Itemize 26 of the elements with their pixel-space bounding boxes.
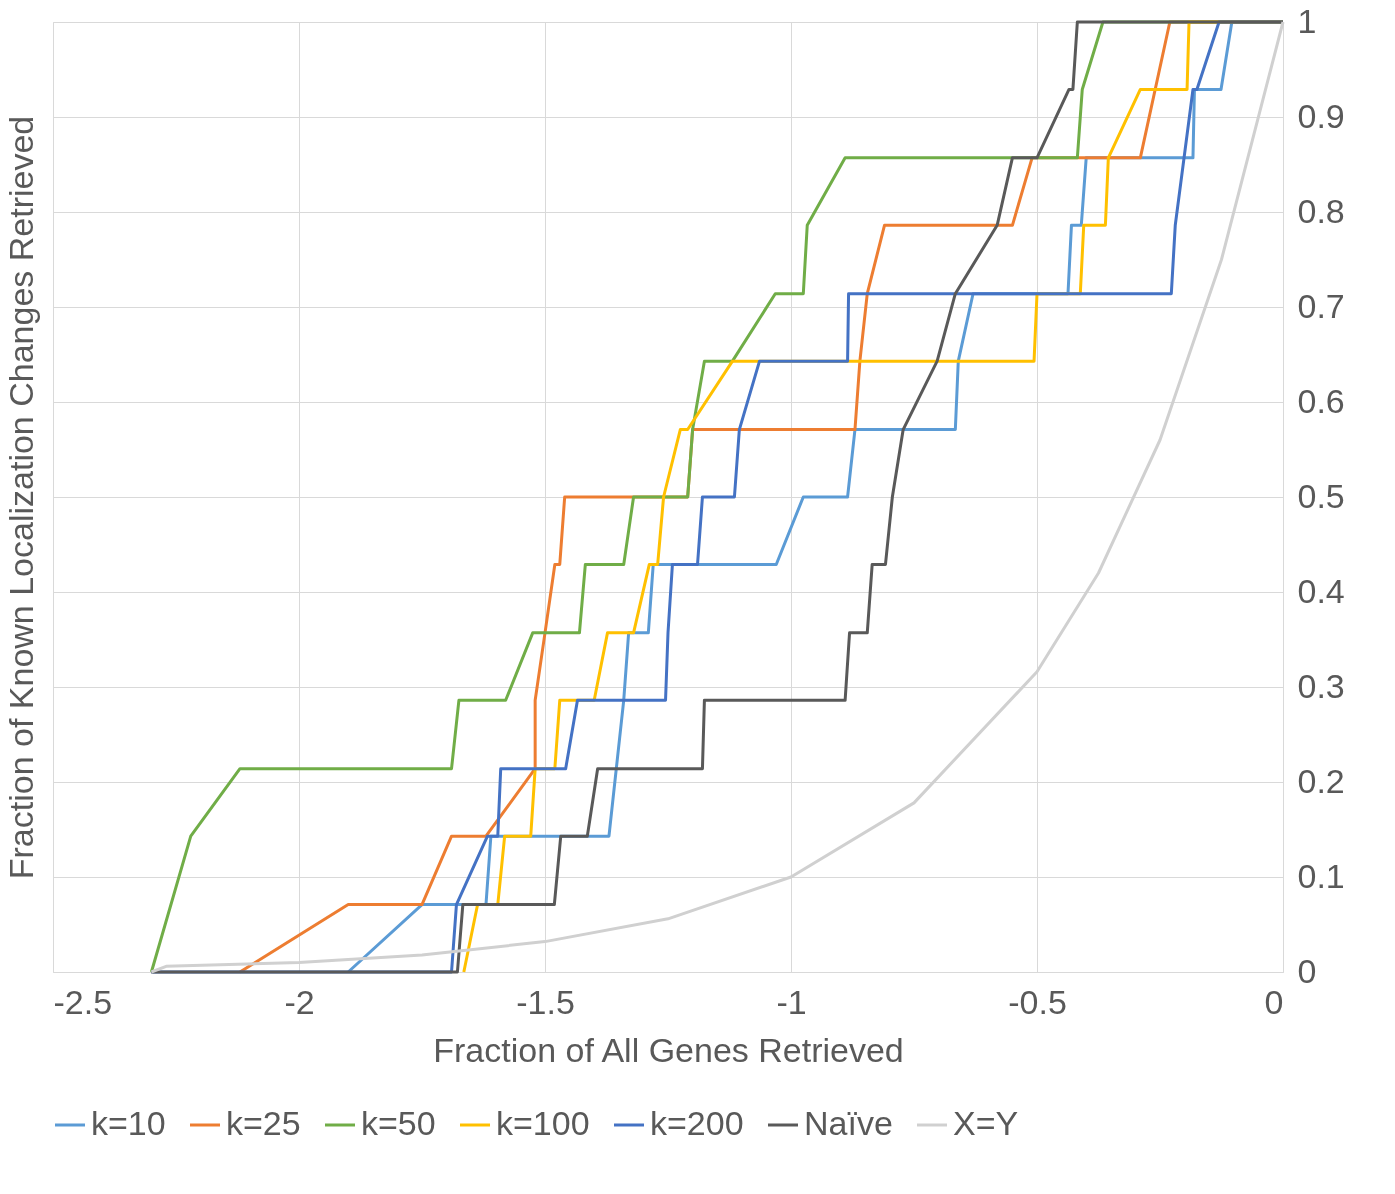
legend-label: k=100 [496,1104,590,1142]
legend-label: k=10 [91,1104,166,1142]
x-tick-label: -1 [776,982,807,1021]
x-tick-label: 0 [1264,982,1284,1021]
x-tick-label: -2.5 [53,982,113,1021]
y-tick-label: 0.2 [1297,761,1345,800]
legend-label: k=50 [361,1104,436,1142]
y-axis-title: Fraction of Known Localization Changes Retrieved [1,115,40,880]
y-tick-label: 1 [1297,1,1317,40]
y-tick-label: 0.3 [1297,666,1345,705]
x-axis-title: Fraction of All Genes Retrieved [433,1030,904,1069]
y-tick-label: 0.7 [1297,286,1345,325]
x-tick-label: -1.5 [516,982,575,1021]
y-tick-label: 0.1 [1297,856,1345,895]
x-tick-label: -0.5 [1008,982,1067,1021]
legend-label: k=200 [650,1104,744,1142]
y-tick-label: 0.8 [1297,191,1345,230]
y-tick-label: 0 [1297,951,1317,990]
y-tick-label: 0.4 [1297,571,1345,610]
legend-label: X=Y [953,1104,1019,1142]
y-tick-label: 0.5 [1297,476,1345,515]
legend-label: Naïve [804,1104,893,1142]
y-tick-label: 0.6 [1297,381,1345,420]
y-tick-label: 0.9 [1297,96,1345,135]
x-tick-label: -2 [284,982,315,1021]
legend-label: k=25 [226,1104,301,1142]
